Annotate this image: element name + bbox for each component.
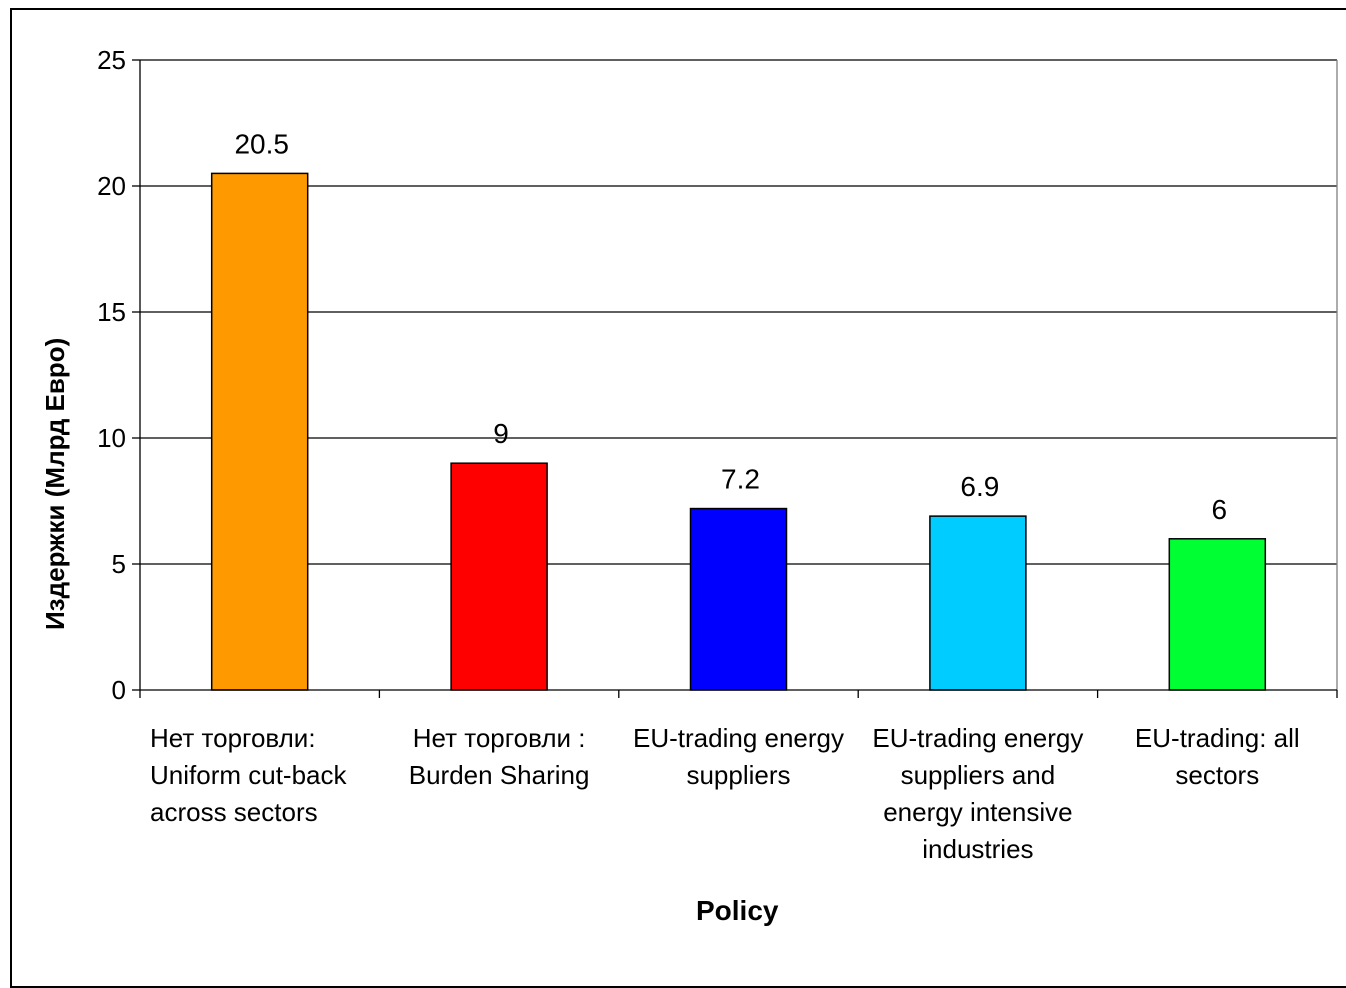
x-axis-title: Policy: [696, 895, 779, 926]
y-tick-label: 15: [97, 297, 126, 327]
bar: [689, 507, 788, 691]
data-label: 7.2: [721, 464, 760, 495]
data-label: 9: [493, 418, 509, 449]
y-tick-label: 0: [112, 675, 126, 705]
bar-chart: 20.5 9 7.2 6.9 6 0 5 10 15 20 25: [97, 45, 1338, 705]
y-tick-label: 25: [97, 45, 126, 75]
category-label: EU-trading: all sectors: [1134, 723, 1300, 790]
data-label: 6.9: [960, 471, 999, 502]
data-label: 6: [1212, 494, 1228, 525]
bar: [1168, 538, 1267, 691]
axes: 0 5 10 15 20 25: [97, 45, 1338, 705]
category-label: EU-trading energy suppliers and energy i…: [872, 723, 1084, 864]
bar: [929, 515, 1027, 691]
y-tick-label: 5: [112, 549, 126, 579]
y-axis-title: Издержки (Млрд Евро): [40, 337, 70, 630]
bar: [450, 462, 548, 691]
category-label: Нет торговли: Uniform cut-back across se…: [150, 723, 347, 827]
category-label: Нет торговли : Burden Sharing: [408, 723, 590, 790]
y-tick-label: 20: [97, 171, 126, 201]
data-labels: 20.5 9 7.2 6.9 6: [234, 128, 1227, 524]
bar: [210, 172, 309, 691]
gridlines: [140, 59, 1337, 565]
y-tick-label: 10: [97, 423, 126, 453]
bars: [210, 172, 1267, 691]
category-label: EU-trading energy suppliers: [633, 723, 844, 790]
data-label: 20.5: [234, 128, 289, 159]
